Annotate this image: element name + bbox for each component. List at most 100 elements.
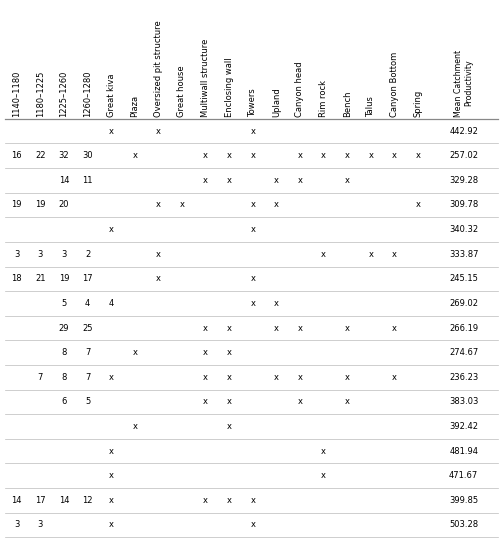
Text: x: x	[392, 151, 397, 160]
Text: x: x	[108, 521, 114, 530]
Text: x: x	[250, 496, 256, 505]
Text: x: x	[108, 471, 114, 480]
Text: x: x	[203, 151, 208, 160]
Text: 17: 17	[82, 274, 93, 284]
Text: 14: 14	[58, 176, 69, 185]
Text: x: x	[226, 176, 232, 185]
Text: Oversized pit structure: Oversized pit structure	[154, 20, 163, 117]
Text: x: x	[250, 151, 256, 160]
Text: 19: 19	[58, 274, 69, 284]
Text: 7: 7	[38, 373, 43, 382]
Text: 3: 3	[14, 249, 20, 259]
Text: x: x	[108, 373, 114, 382]
Text: 309.78: 309.78	[449, 200, 478, 210]
Text: x: x	[108, 225, 114, 234]
Text: 22: 22	[35, 151, 45, 160]
Text: 1225–1260: 1225–1260	[60, 70, 68, 117]
Text: 14: 14	[12, 496, 22, 505]
Text: Talus: Talus	[366, 96, 376, 117]
Text: 7: 7	[85, 348, 90, 357]
Text: x: x	[156, 200, 161, 210]
Text: 245.15: 245.15	[449, 274, 478, 284]
Text: x: x	[298, 397, 302, 407]
Text: 18: 18	[12, 274, 22, 284]
Text: x: x	[132, 151, 138, 160]
Text: Bench: Bench	[342, 90, 351, 117]
Text: 399.85: 399.85	[449, 496, 478, 505]
Text: x: x	[250, 274, 256, 284]
Text: 3: 3	[38, 249, 43, 259]
Text: x: x	[226, 151, 232, 160]
Text: Plaza: Plaza	[130, 94, 140, 117]
Text: Great house: Great house	[178, 65, 186, 117]
Text: 29: 29	[58, 323, 69, 333]
Text: x: x	[132, 348, 138, 357]
Text: x: x	[226, 397, 232, 407]
Text: 8: 8	[62, 373, 66, 382]
Text: Upland: Upland	[272, 87, 281, 117]
Text: x: x	[321, 447, 326, 456]
Text: x: x	[132, 422, 138, 431]
Text: 14: 14	[58, 496, 69, 505]
Text: Enclosing wall: Enclosing wall	[224, 57, 234, 117]
Text: Mean Catchment
Productivity: Mean Catchment Productivity	[454, 50, 473, 117]
Text: x: x	[250, 200, 256, 210]
Text: Canyon head: Canyon head	[296, 61, 304, 117]
Text: 32: 32	[58, 151, 70, 160]
Text: 3: 3	[38, 521, 43, 530]
Text: Multiwall structure: Multiwall structure	[201, 38, 210, 117]
Text: 6: 6	[62, 397, 66, 407]
Text: x: x	[250, 521, 256, 530]
Text: x: x	[321, 249, 326, 259]
Text: x: x	[298, 373, 302, 382]
Text: 8: 8	[62, 348, 66, 357]
Text: x: x	[250, 299, 256, 308]
Text: 30: 30	[82, 151, 93, 160]
Text: x: x	[226, 323, 232, 333]
Text: x: x	[108, 126, 114, 136]
Text: 1140–1180: 1140–1180	[12, 70, 22, 117]
Text: Great kiva: Great kiva	[106, 73, 116, 117]
Text: x: x	[226, 373, 232, 382]
Text: 21: 21	[35, 274, 45, 284]
Text: 3: 3	[14, 521, 20, 530]
Text: 12: 12	[82, 496, 93, 505]
Text: x: x	[203, 496, 208, 505]
Text: x: x	[226, 422, 232, 431]
Text: x: x	[108, 447, 114, 456]
Text: x: x	[274, 373, 279, 382]
Text: x: x	[321, 471, 326, 480]
Text: 4: 4	[85, 299, 90, 308]
Text: 3: 3	[62, 249, 66, 259]
Text: 7: 7	[85, 373, 90, 382]
Text: x: x	[344, 151, 350, 160]
Text: x: x	[274, 299, 279, 308]
Text: 11: 11	[82, 176, 93, 185]
Text: x: x	[321, 151, 326, 160]
Text: x: x	[298, 323, 302, 333]
Text: 257.02: 257.02	[449, 151, 478, 160]
Text: 1260–1280: 1260–1280	[83, 70, 92, 117]
Text: x: x	[250, 126, 256, 136]
Text: Canyon Bottom: Canyon Bottom	[390, 51, 399, 117]
Text: x: x	[392, 249, 397, 259]
Text: 19: 19	[12, 200, 22, 210]
Text: x: x	[156, 249, 161, 259]
Text: 442.92: 442.92	[449, 126, 478, 136]
Text: x: x	[274, 200, 279, 210]
Text: x: x	[226, 496, 232, 505]
Text: 16: 16	[12, 151, 22, 160]
Text: 2: 2	[85, 249, 90, 259]
Text: 5: 5	[62, 299, 66, 308]
Text: x: x	[156, 274, 161, 284]
Text: Towers: Towers	[248, 88, 258, 117]
Text: 392.42: 392.42	[449, 422, 478, 431]
Text: Spring: Spring	[414, 90, 422, 117]
Text: 383.03: 383.03	[449, 397, 478, 407]
Text: x: x	[344, 323, 350, 333]
Text: Rim rock: Rim rock	[319, 79, 328, 117]
Text: x: x	[180, 200, 184, 210]
Text: 481.94: 481.94	[449, 447, 478, 456]
Text: 266.19: 266.19	[449, 323, 478, 333]
Text: x: x	[226, 348, 232, 357]
